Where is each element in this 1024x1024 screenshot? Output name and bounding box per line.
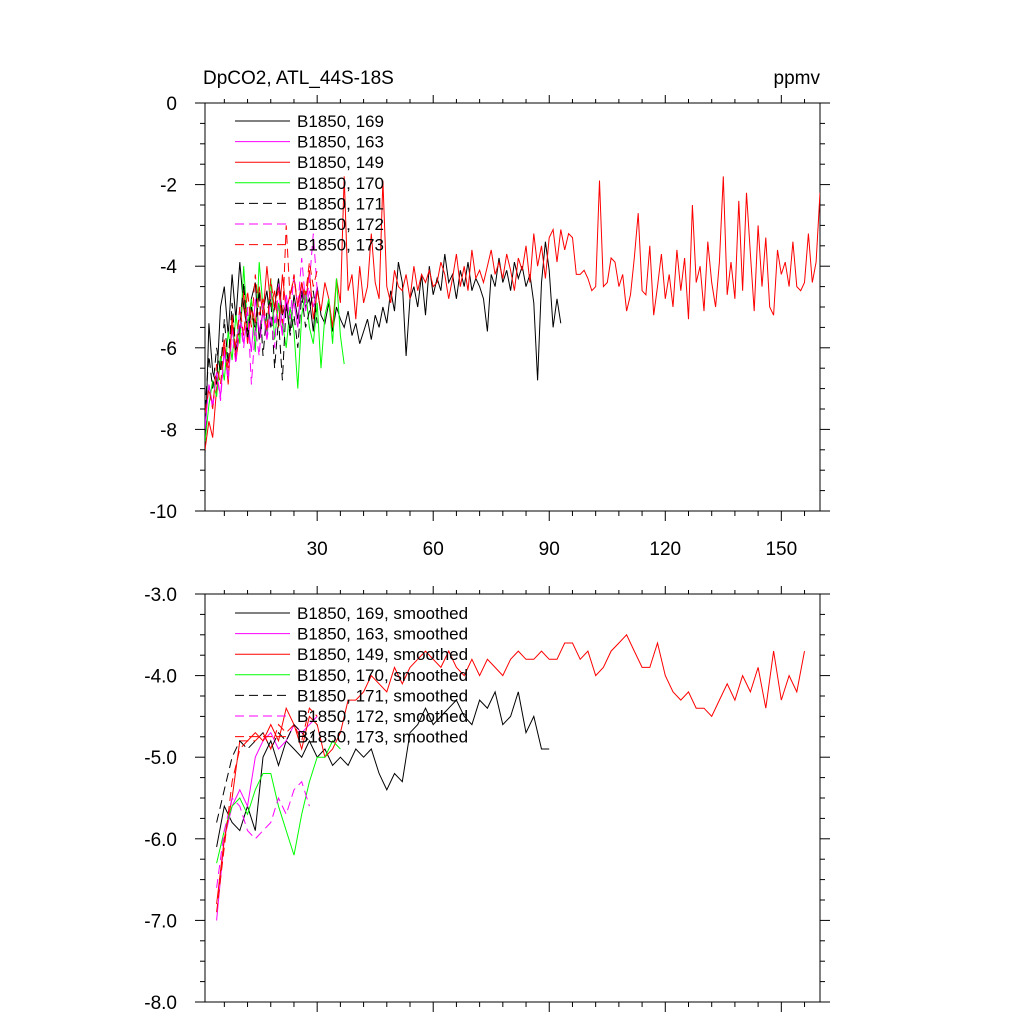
series-line-3 — [205, 176, 820, 450]
chart-title: DpCO2, ATL_44S-18S — [203, 68, 394, 89]
y-tick-label: -6 — [160, 339, 177, 360]
series-group — [216, 633, 805, 921]
legend-label: B1850, 169, smoothed — [297, 604, 468, 623]
legend-label: B1850, 149 — [297, 153, 384, 172]
series-line-3 — [216, 633, 805, 905]
series-group — [205, 176, 820, 454]
legend-label: B1850, 170, smoothed — [297, 666, 468, 685]
x-tick-label: 90 — [539, 539, 560, 560]
x-tick-label: 120 — [649, 539, 681, 560]
legend-label: B1850, 173 — [297, 236, 384, 255]
legend-label: B1850, 169 — [297, 112, 384, 131]
legend-label: B1850, 171 — [297, 194, 384, 213]
chart-units: ppmv — [774, 68, 821, 89]
x-tick-label: 30 — [307, 539, 328, 560]
legend-label: B1850, 172, smoothed — [297, 707, 468, 726]
y-tick-label: -10 — [150, 502, 177, 523]
series-line-7 — [216, 707, 318, 913]
series-line-6 — [205, 233, 318, 426]
y-tick-label: -5.0 — [144, 748, 177, 769]
series-line-7 — [205, 225, 318, 414]
legend-label: B1850, 172 — [297, 215, 384, 234]
series-line-4 — [205, 262, 345, 442]
bottom-panel: -3.0 -4.0 -5.0 -6.0 -7.0 -8.0 B1850, 169, smoo… — [144, 585, 830, 1014]
y-tick-label: -8 — [160, 420, 177, 441]
legend-label: B1850, 170 — [297, 174, 384, 193]
y-tick-label: -4.0 — [144, 667, 177, 688]
series-line-6 — [216, 780, 310, 888]
legend-label: B1850, 149, smoothed — [297, 645, 468, 664]
top-panel: DpCO2, ATL_44S-18S ppmv 30 60 90 120 150 0 -2 -… — [150, 68, 830, 560]
legend-label: B1850, 173, smoothed — [297, 728, 468, 747]
y-tick-label: -7.0 — [144, 911, 177, 932]
y-tick-label: -6.0 — [144, 830, 177, 851]
y-tick-label: -8.0 — [144, 993, 177, 1014]
x-tick-label: 150 — [765, 539, 797, 560]
legend-label: B1850, 163, smoothed — [297, 625, 468, 644]
series-line-4 — [216, 740, 341, 864]
y-tick-label: -3.0 — [144, 585, 177, 606]
y-tick-label: -2 — [160, 176, 177, 197]
y-tick-label: 0 — [166, 94, 177, 115]
legend-label: B1850, 171, smoothed — [297, 686, 468, 705]
legend-label: B1850, 163 — [297, 133, 384, 152]
x-tick-label: 60 — [423, 539, 444, 560]
y-tick-label: -4 — [160, 257, 177, 278]
